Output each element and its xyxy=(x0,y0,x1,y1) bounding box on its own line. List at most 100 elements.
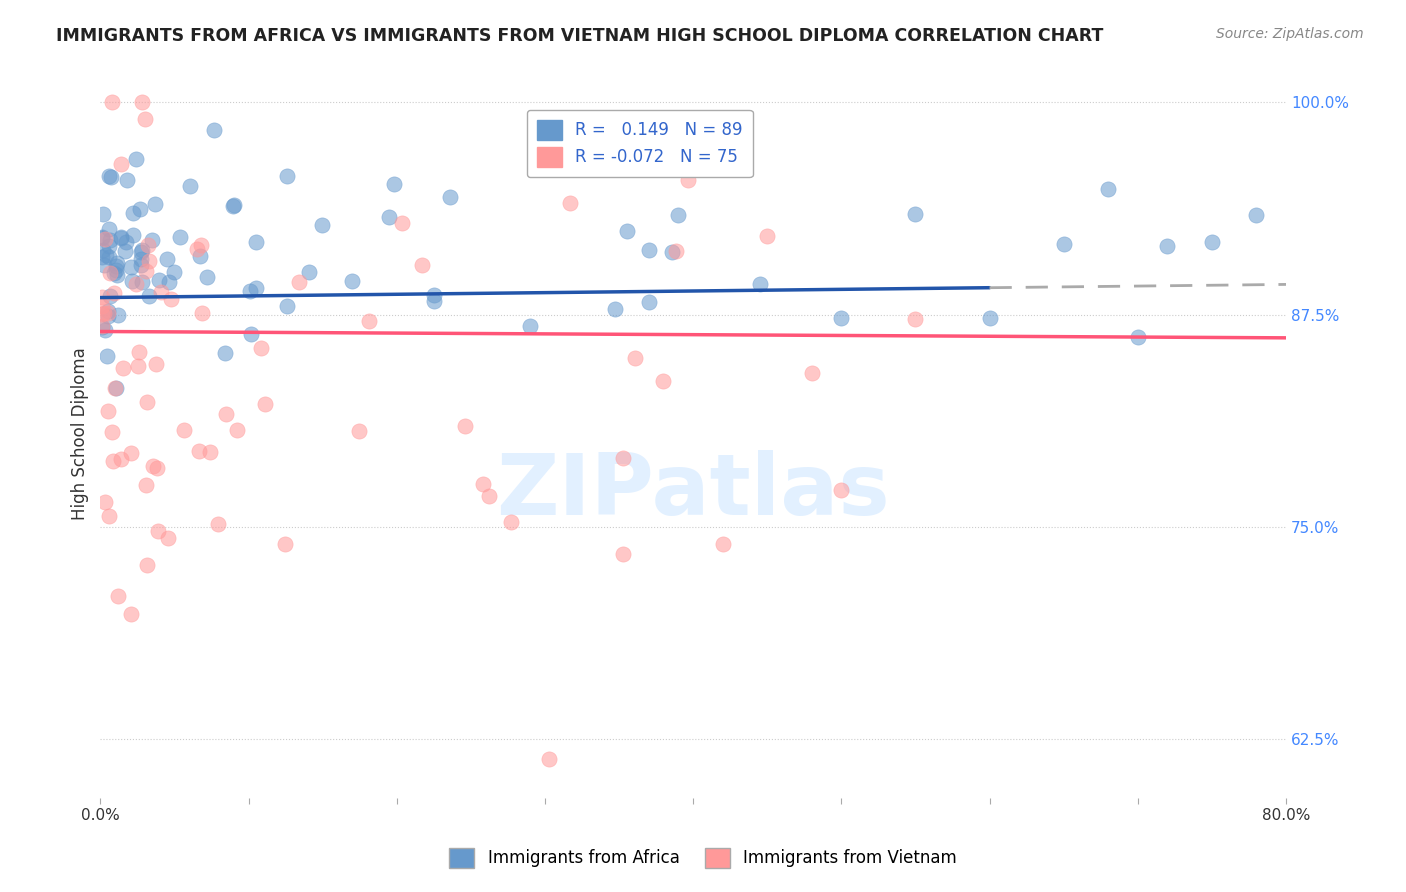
Point xyxy=(110,230,132,244)
Point xyxy=(215,407,238,421)
Point xyxy=(122,206,145,220)
Point xyxy=(105,382,128,396)
Point xyxy=(638,243,661,257)
Point xyxy=(245,235,267,249)
Point xyxy=(136,237,159,252)
Point xyxy=(159,292,181,306)
Point xyxy=(830,311,852,326)
Point xyxy=(94,232,117,246)
Point xyxy=(519,319,541,334)
Point xyxy=(103,286,125,301)
Point xyxy=(91,250,114,264)
Point xyxy=(240,327,263,342)
Point xyxy=(135,264,157,278)
Point xyxy=(904,312,927,326)
Point xyxy=(104,380,127,394)
Point xyxy=(120,260,142,274)
Point xyxy=(359,314,381,328)
Point xyxy=(250,341,273,355)
Point xyxy=(110,231,132,245)
Point xyxy=(110,157,132,171)
Point xyxy=(136,395,159,409)
Point xyxy=(103,266,125,280)
Point xyxy=(90,289,112,303)
Point xyxy=(226,423,249,437)
Point xyxy=(253,397,276,411)
Point xyxy=(105,268,128,282)
Point xyxy=(378,210,401,224)
Point xyxy=(136,558,159,573)
Y-axis label: High School Diploma: High School Diploma xyxy=(72,347,89,520)
Point xyxy=(391,217,413,231)
Point xyxy=(665,244,688,259)
Point xyxy=(97,306,120,320)
Point xyxy=(142,458,165,473)
Point xyxy=(666,115,689,129)
Point xyxy=(654,136,676,151)
Point xyxy=(274,537,297,551)
Point xyxy=(141,233,163,247)
Point xyxy=(347,425,370,439)
Point xyxy=(129,258,152,272)
Point xyxy=(115,235,138,249)
Point xyxy=(98,169,121,183)
Point xyxy=(138,289,160,303)
Point xyxy=(1097,181,1119,195)
Point xyxy=(245,281,267,295)
Point xyxy=(651,374,673,388)
Point xyxy=(1156,239,1178,253)
Point xyxy=(148,272,170,286)
Point xyxy=(90,307,112,321)
Point xyxy=(423,288,446,302)
Point xyxy=(104,260,127,274)
Point xyxy=(121,274,143,288)
Point xyxy=(93,244,115,258)
Point xyxy=(111,361,134,376)
Point xyxy=(120,607,142,622)
Point xyxy=(94,248,117,262)
Point xyxy=(93,258,115,272)
Point xyxy=(711,537,734,551)
Point xyxy=(98,509,121,524)
Point xyxy=(97,404,120,418)
Point xyxy=(188,444,211,458)
Point xyxy=(499,515,522,529)
Point xyxy=(101,95,124,110)
Point xyxy=(190,250,212,264)
Point xyxy=(163,265,186,279)
Point xyxy=(100,169,122,184)
Point xyxy=(129,252,152,266)
Text: ZIPatlas: ZIPatlas xyxy=(496,450,890,533)
Point xyxy=(146,524,169,538)
Point xyxy=(98,266,121,280)
Point xyxy=(1201,235,1223,249)
Point xyxy=(90,299,112,313)
Point xyxy=(830,483,852,498)
Point xyxy=(97,222,120,236)
Point xyxy=(224,198,246,212)
Point xyxy=(131,275,153,289)
Point xyxy=(288,275,311,289)
Point xyxy=(98,233,121,247)
Point xyxy=(91,207,114,221)
Point xyxy=(97,304,120,318)
Point xyxy=(98,250,121,264)
Point xyxy=(668,208,690,222)
Point xyxy=(120,445,142,459)
Point xyxy=(800,366,823,380)
Point xyxy=(198,444,221,458)
Point xyxy=(93,495,115,509)
Point xyxy=(129,245,152,260)
Point xyxy=(1053,236,1076,251)
Legend: Immigrants from Africa, Immigrants from Vietnam: Immigrants from Africa, Immigrants from … xyxy=(443,841,963,875)
Point xyxy=(135,478,157,492)
Point xyxy=(129,202,152,216)
Point xyxy=(190,238,212,252)
Point xyxy=(110,451,132,466)
Point xyxy=(127,359,149,374)
Point xyxy=(624,351,647,366)
Point xyxy=(605,302,627,317)
Point xyxy=(616,224,638,238)
Point xyxy=(157,275,180,289)
Point xyxy=(122,227,145,242)
